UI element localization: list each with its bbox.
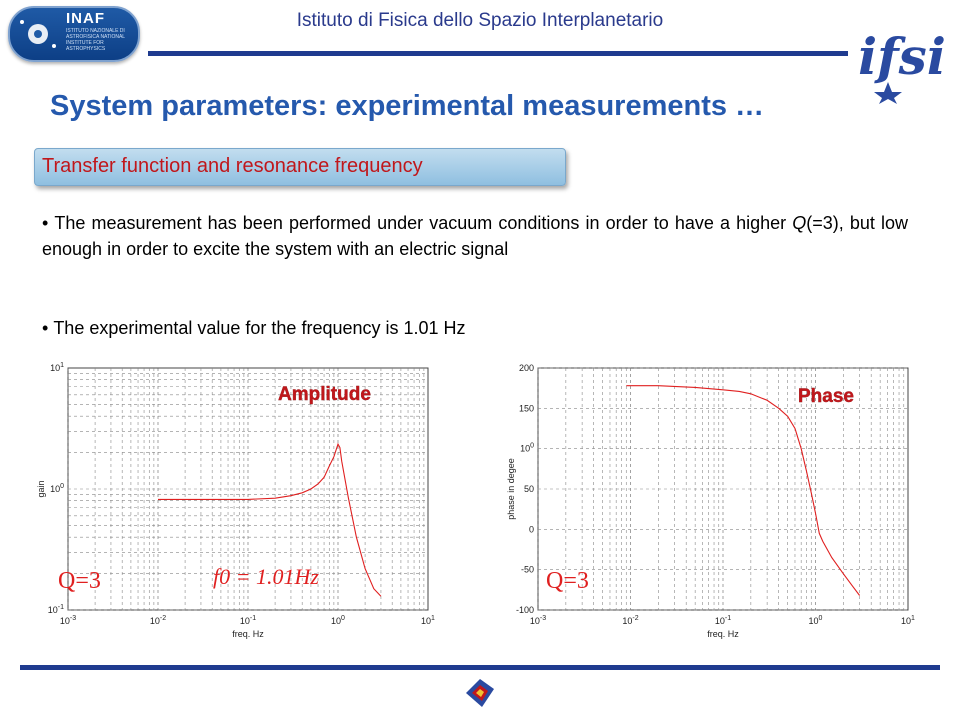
y-axis-label: gain	[36, 480, 46, 497]
inaf-logo-subtitle: ISTITUTO NAZIONALE DI ASTROFISICA NATION…	[66, 28, 125, 52]
ifsi-logo: ifsi	[850, 4, 954, 104]
phase-chart: 10-3 10-2 10-1 100 101 -100 -50 0 50 100 150 200 fre…	[492, 352, 932, 652]
y-tick-label: 200	[519, 363, 534, 373]
ifsi-logo-text: ifsi	[858, 27, 946, 86]
q-annotation: Q=3	[58, 568, 101, 594]
section-label: Transfer function and resonance frequenc…	[42, 155, 423, 177]
bullet-paragraph-1: • The measurement has been performed und…	[42, 210, 908, 262]
y-tick-label: 0	[529, 524, 534, 534]
y-tick-label: 150	[519, 403, 534, 413]
para2-text: The experimental value for the frequency…	[53, 318, 466, 338]
header-divider	[148, 51, 848, 56]
f0-annotation: f0 = 1.01Hz	[213, 564, 319, 589]
para1-text-a: The measurement has been performed under…	[54, 213, 793, 233]
bullet-icon: •	[42, 213, 55, 233]
y-tick-label: 100	[50, 483, 64, 494]
q-annotation: Q=3	[546, 568, 589, 594]
chart-title: Amplitude	[278, 384, 371, 405]
x-tick-label: 100	[331, 615, 345, 626]
section-label-box	[34, 148, 566, 186]
bullet-paragraph-2: • The experimental value for the frequen…	[42, 315, 908, 341]
x-tick-label: 10-1	[240, 615, 256, 626]
inaf-logo	[8, 6, 140, 62]
chart-group: 10-3 10-2 10-1 100 101 10-1 100 101 freq. Hz gain…	[36, 362, 435, 639]
x-tick-label: 10-2	[150, 615, 166, 626]
chart-title: Phase	[798, 386, 854, 407]
x-axis-label: freq. Hz	[232, 629, 264, 639]
y-tick-label: 10-1	[48, 604, 64, 615]
y-tick-label: 100	[520, 443, 534, 454]
x-tick-label: 10-3	[530, 615, 546, 626]
inaf-logo-text: INAF	[66, 10, 105, 27]
series-line	[626, 385, 861, 596]
x-axis-label: freq. Hz	[707, 629, 739, 639]
star-icon	[874, 82, 902, 104]
institute-name: Istituto di Fisica dello Spazio Interpla…	[296, 10, 664, 31]
x-tick-label: 10-1	[715, 615, 731, 626]
inaf-emblem-icon	[20, 20, 56, 48]
y-tick-label: -50	[521, 565, 534, 575]
x-tick-label: 101	[901, 615, 915, 626]
footer-divider	[20, 665, 940, 670]
x-tick-label: 10-3	[60, 615, 76, 626]
y-tick-label: 101	[50, 362, 64, 373]
para1-text-b: (=3), but low enough in order to excite …	[42, 213, 908, 259]
x-tick-label: 100	[809, 615, 823, 626]
para1-q: Q	[792, 213, 807, 233]
series-line	[158, 442, 382, 597]
slide-title: System parameters: experimental measurem…	[50, 90, 765, 122]
chart-group: 10-3 10-2 10-1 100 101 -100 -50 0 50 100 150 200 fre…	[506, 363, 915, 639]
y-tick-label: 50	[524, 484, 534, 494]
y-axis-label: phase in degee	[506, 458, 516, 520]
x-tick-label: 101	[421, 615, 435, 626]
footer-logo-icon	[462, 675, 498, 711]
y-tick-label: -100	[516, 605, 534, 615]
amplitude-chart: 10-3 10-2 10-1 100 101 10-1 100 101 freq. Hz gain…	[28, 352, 440, 652]
bullet-icon: •	[42, 318, 54, 338]
x-tick-label: 10-2	[622, 615, 638, 626]
